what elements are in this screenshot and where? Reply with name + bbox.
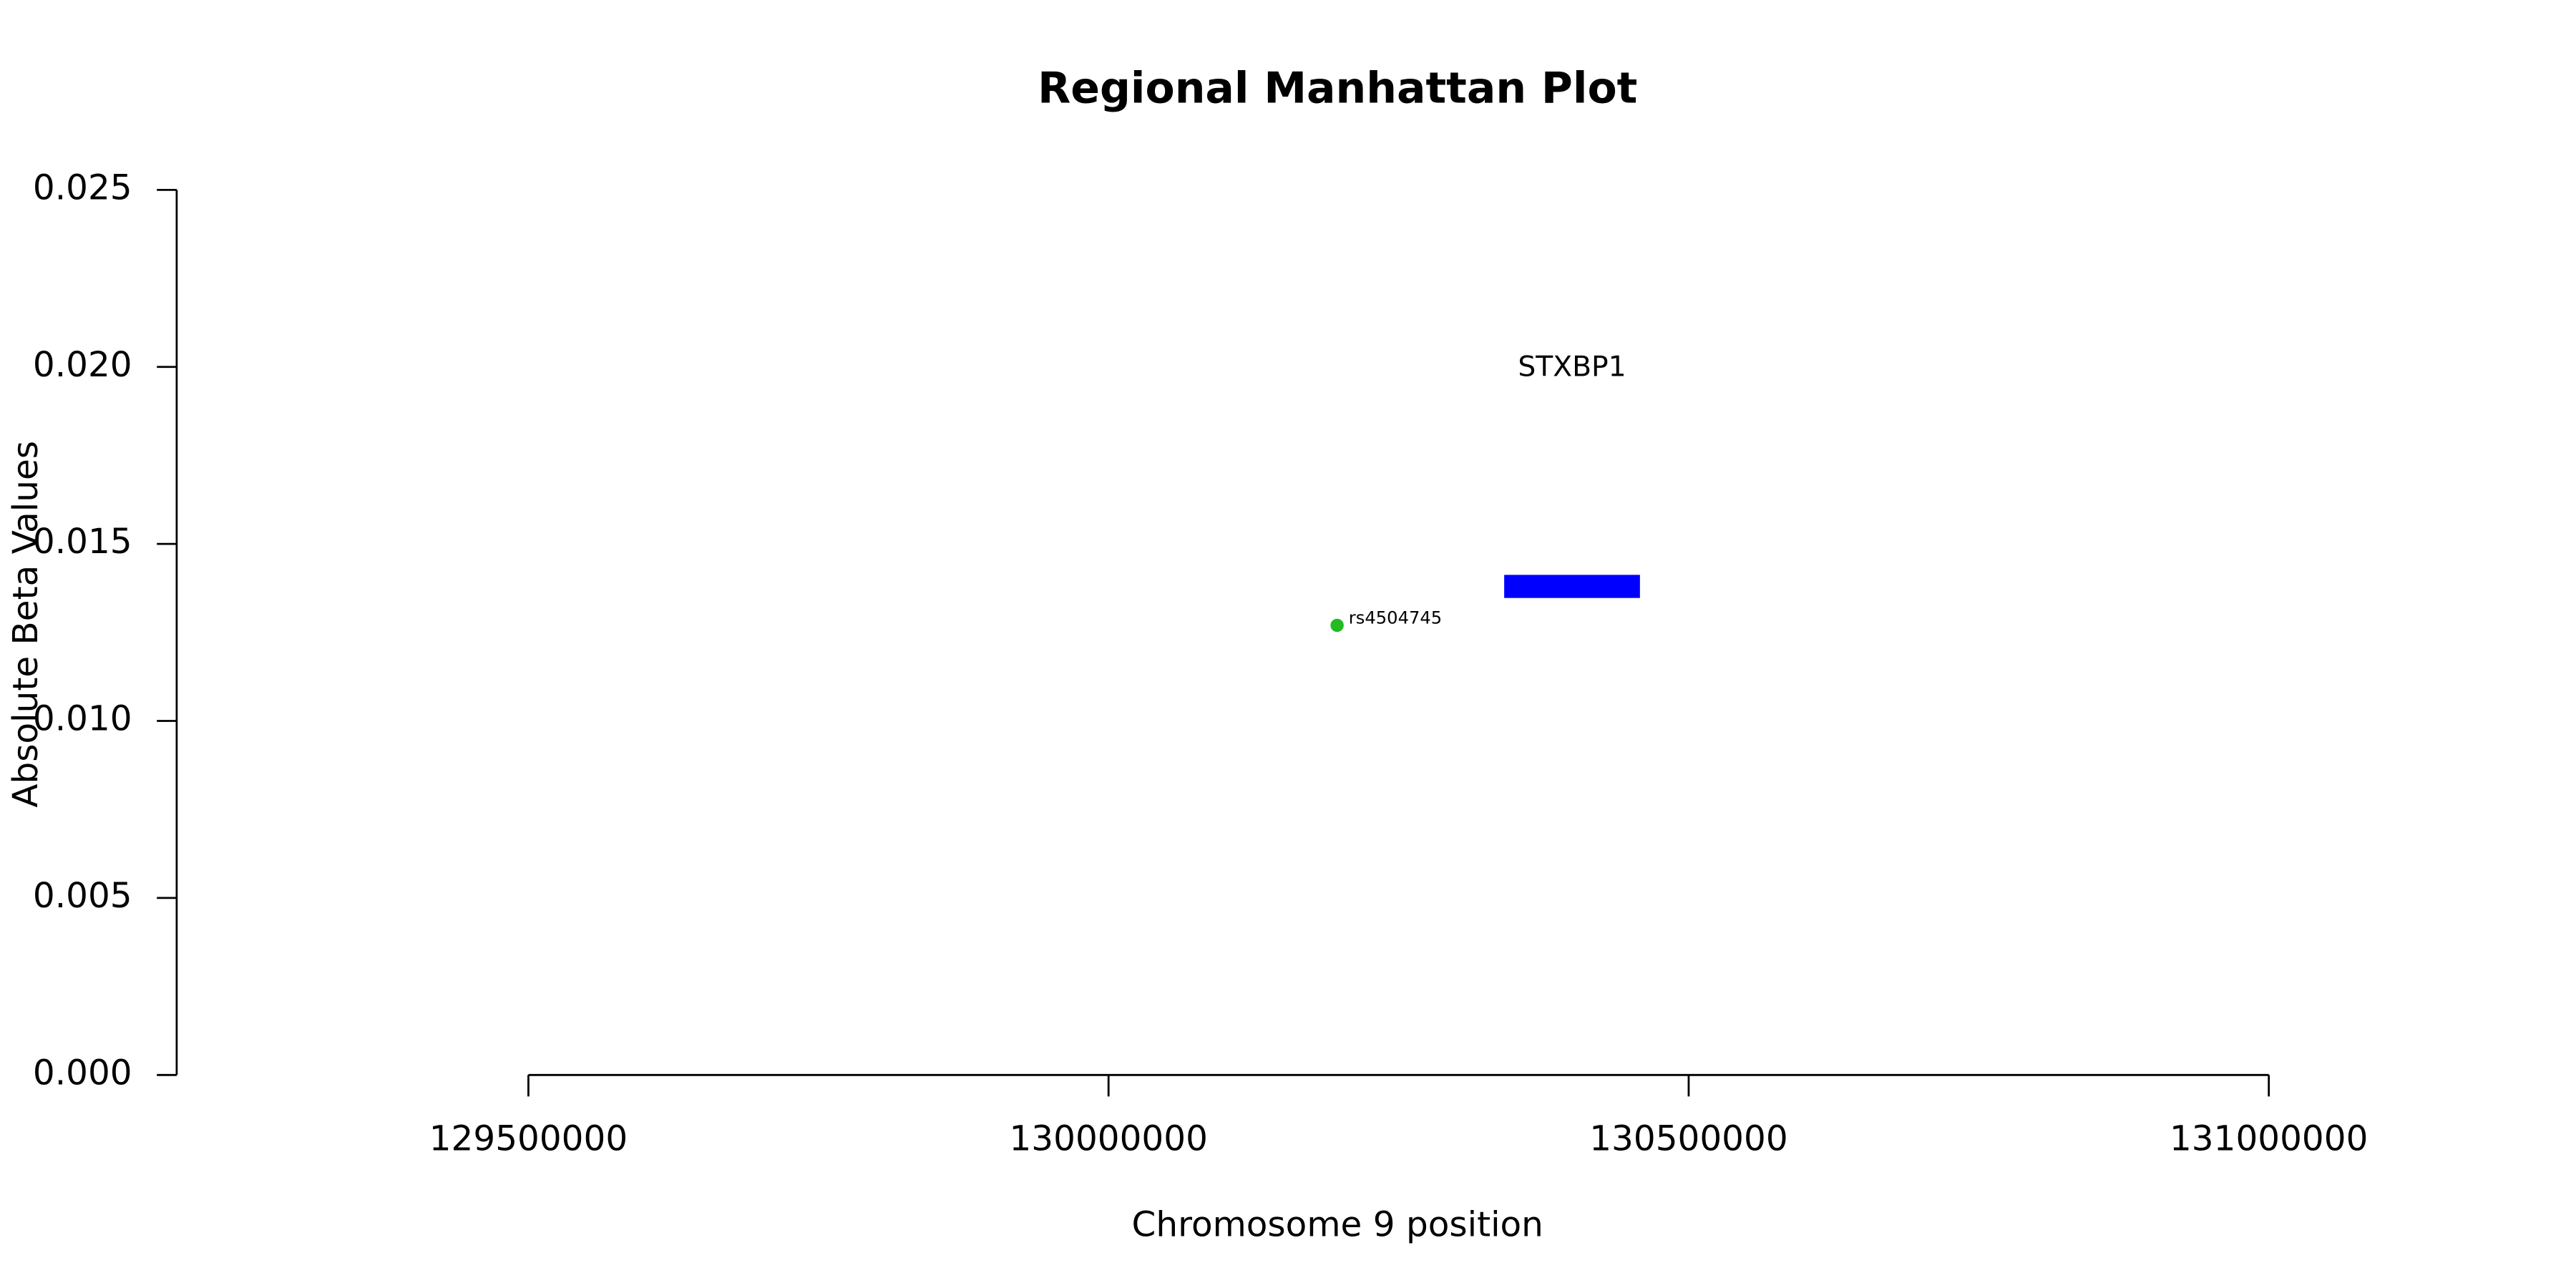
y-axis-label: Absolute Beta Values <box>6 441 46 808</box>
x-tick-label: 129500000 <box>429 1119 628 1159</box>
y-tick-label: 0.010 <box>33 699 132 739</box>
chart-title: Regional Manhattan Plot <box>1038 64 1637 114</box>
gene-label: STXBP1 <box>1518 351 1626 383</box>
y-tick-label: 0.005 <box>33 876 132 916</box>
x-axis-label: Chromosome 9 position <box>1132 1205 1543 1245</box>
gene-bar <box>1504 575 1640 598</box>
x-tick-label: 130000000 <box>1009 1119 1207 1159</box>
y-tick-label: 0.000 <box>33 1053 132 1093</box>
y-tick-label: 0.020 <box>33 345 132 385</box>
y-tick-label: 0.015 <box>33 522 132 562</box>
x-tick-label: 131000000 <box>2170 1119 2368 1159</box>
x-tick-label: 130500000 <box>1589 1119 1787 1159</box>
y-tick-label: 0.025 <box>33 167 132 208</box>
snp-label: rs4504745 <box>1349 608 1442 628</box>
snp-point <box>1330 618 1344 633</box>
